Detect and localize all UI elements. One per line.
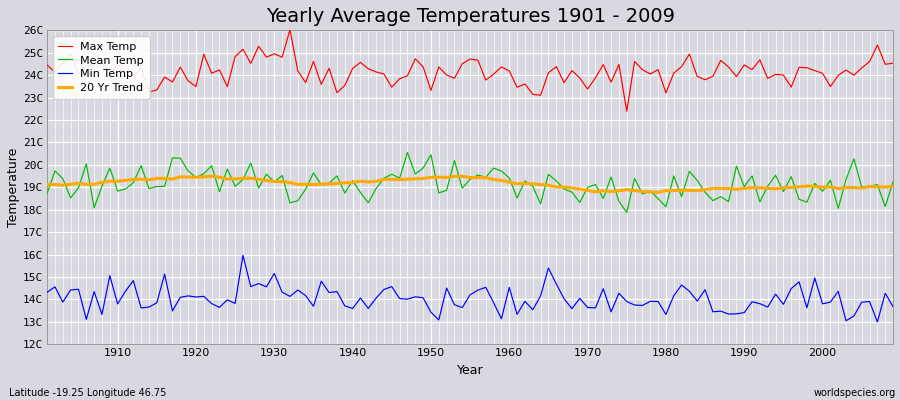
Mean Temp (606, 175, 616, 180)
Max Temp (887, 61, 898, 66)
Max Temp (104, 74, 115, 78)
20 Yr Trend (41, 182, 52, 187)
Mean Temp (621, 210, 632, 215)
Mean Temp (276, 173, 287, 178)
20 Yr Trend (504, 180, 515, 184)
Min Temp (238, 253, 248, 258)
Min Temp (41, 290, 52, 295)
20 Yr Trend (606, 189, 616, 194)
Max Temp (504, 68, 515, 73)
Mean Temp (402, 150, 413, 155)
Mean Temp (504, 176, 515, 180)
Legend: Max Temp, Mean Temp, Min Temp, 20 Yr Trend: Max Temp, Mean Temp, Min Temp, 20 Yr Tre… (53, 36, 149, 99)
Line: Max Temp: Max Temp (47, 30, 893, 111)
Min Temp (606, 310, 616, 314)
20 Yr Trend (331, 181, 342, 186)
Min Temp (504, 285, 515, 290)
Y-axis label: Temperature: Temperature (7, 148, 20, 227)
Max Temp (331, 90, 342, 95)
Min Temp (331, 289, 342, 294)
Line: Min Temp: Min Temp (47, 255, 893, 322)
Min Temp (887, 304, 898, 309)
Max Temp (284, 27, 295, 32)
Line: 20 Yr Trend: 20 Yr Trend (47, 176, 893, 192)
Line: Mean Temp: Mean Temp (47, 152, 893, 212)
Max Temp (41, 63, 52, 68)
Text: worldspecies.org: worldspecies.org (814, 388, 896, 398)
X-axis label: Year: Year (457, 364, 483, 377)
Min Temp (512, 312, 523, 317)
Mean Temp (41, 191, 52, 196)
20 Yr Trend (512, 181, 523, 186)
20 Yr Trend (887, 184, 898, 188)
Text: Latitude -19.25 Longitude 46.75: Latitude -19.25 Longitude 46.75 (9, 388, 166, 398)
Mean Temp (104, 166, 115, 170)
Mean Temp (324, 181, 335, 186)
Title: Yearly Average Temperatures 1901 - 2009: Yearly Average Temperatures 1901 - 2009 (266, 7, 675, 26)
20 Yr Trend (206, 174, 217, 178)
20 Yr Trend (284, 180, 295, 185)
Max Temp (276, 55, 287, 60)
Mean Temp (512, 196, 523, 200)
Min Temp (104, 273, 115, 278)
Max Temp (621, 109, 632, 114)
Min Temp (284, 294, 295, 299)
Max Temp (606, 80, 616, 85)
Max Temp (512, 85, 523, 90)
Mean Temp (887, 179, 898, 184)
20 Yr Trend (652, 190, 663, 195)
20 Yr Trend (104, 179, 115, 184)
Min Temp (872, 320, 883, 324)
